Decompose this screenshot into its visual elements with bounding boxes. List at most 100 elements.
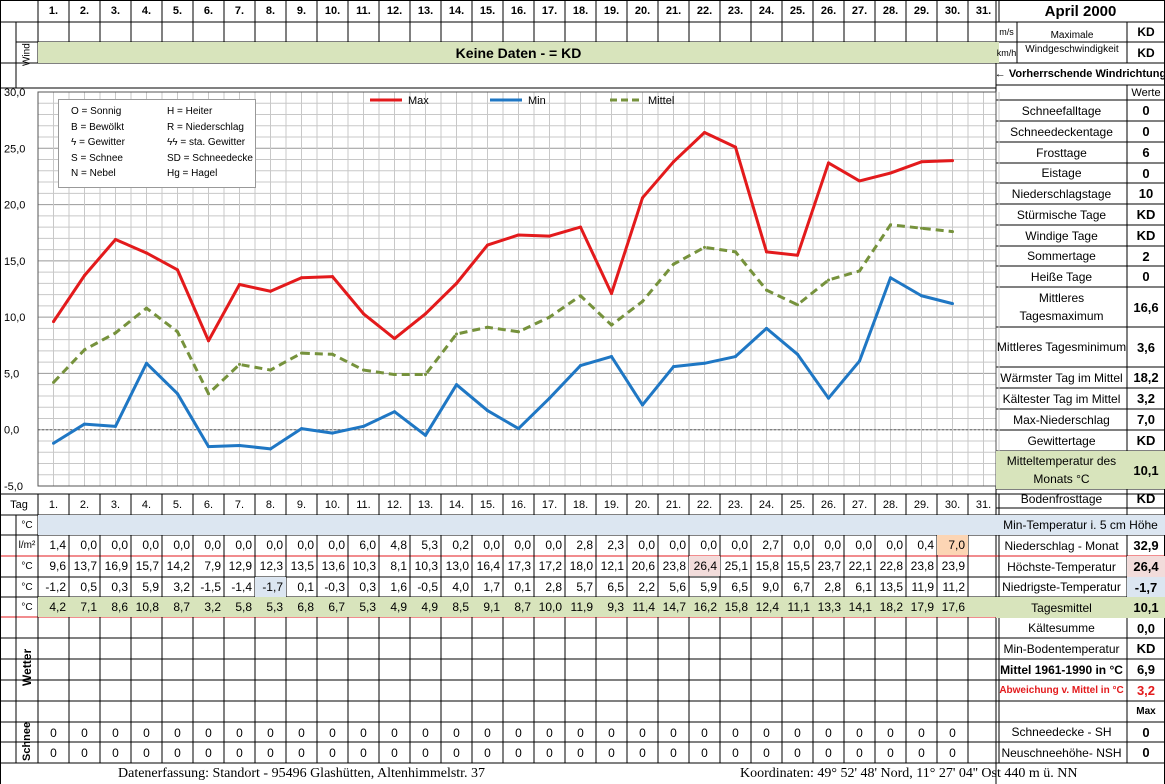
day-label: 27. xyxy=(851,498,868,511)
soil-temp-row-cell xyxy=(906,515,937,535)
data-point-max xyxy=(548,234,551,238)
snow-cell: 0 xyxy=(608,725,615,740)
data-point-max xyxy=(796,253,799,257)
day-label: 18. xyxy=(572,498,589,511)
data-point-max xyxy=(579,225,582,229)
day-label: 15. xyxy=(479,498,496,511)
day-label: 4. xyxy=(141,498,152,511)
stat-value: 0,0 xyxy=(1136,620,1156,636)
tag-label: Tag xyxy=(10,498,28,511)
y-tick-label: 15,0 xyxy=(4,256,25,268)
soil-temp-row-cell xyxy=(131,515,162,535)
data-point-min xyxy=(238,443,241,447)
soil-temp-row-cell xyxy=(503,515,534,535)
y-tick-label: 5,0 xyxy=(4,368,19,380)
stat-label: Tagesmittel xyxy=(996,597,1127,618)
day-label: 28. xyxy=(882,498,899,511)
data-point-mittel xyxy=(610,323,613,327)
stat-value: 0 xyxy=(1142,269,1150,284)
data-point-mittel xyxy=(858,269,861,273)
data-point-max xyxy=(734,145,737,149)
soil-temp-row-cell xyxy=(627,515,658,535)
max-temp-row-cell: 15,8 xyxy=(755,559,779,573)
data-point-min xyxy=(734,355,737,359)
stat-value: 10,1 xyxy=(1127,597,1165,618)
precipitation-row-cell: 0,0 xyxy=(700,538,717,552)
min-temp-row-cell: 3,2 xyxy=(173,580,190,594)
day-header: 5. xyxy=(172,5,183,17)
max-temp-row-cell: 12,3 xyxy=(259,559,283,573)
data-point-min xyxy=(424,433,427,437)
row-unit: l/m² xyxy=(18,539,36,551)
data-point-max xyxy=(920,160,923,164)
data-point-min xyxy=(765,326,768,330)
day-header: 26. xyxy=(820,5,837,17)
stat-label: Max-Niederschlag xyxy=(1013,412,1110,427)
precipitation-row-cell: 0,0 xyxy=(173,538,190,552)
precipitation-row-cell: 0,0 xyxy=(731,538,748,552)
day-label: 10. xyxy=(324,498,341,511)
precipitation-row-cell: 0,0 xyxy=(545,538,562,552)
stat-value: 2 xyxy=(1142,248,1150,264)
stat-value: KD xyxy=(1136,641,1156,656)
min-temp-row-cell: 6,5 xyxy=(731,580,748,594)
max-temp-row-cell: 14,2 xyxy=(166,559,190,573)
min-temp-row-cell: 2,2 xyxy=(638,580,655,594)
stat-label: Stürmische Tage xyxy=(1016,207,1107,222)
max-temp-row-cell: 10,3 xyxy=(414,559,438,573)
stat-label: Schneefalltage xyxy=(1021,103,1102,118)
data-point-max xyxy=(765,250,768,254)
stat-value: 0 xyxy=(1142,724,1150,740)
snow-cell: 0 xyxy=(236,745,243,760)
data-point-max xyxy=(858,179,861,183)
data-point-max xyxy=(393,337,396,341)
precipitation-row-cell: 0,0 xyxy=(824,538,841,552)
symbol-legend: O = Sonnig H = Heiter B = Bewölkt R = Niede… xyxy=(58,99,256,188)
day-header: 15. xyxy=(479,5,496,17)
y-tick-label: 20,0 xyxy=(4,200,25,212)
min-temp-row-cell: 0,3 xyxy=(111,580,128,594)
footer-coordinates: Koordinaten: 49° 52' 48' Nord, 11° 27' 0… xyxy=(740,766,1078,781)
data-point-max xyxy=(52,320,55,324)
max-temp-row-cell: 22,1 xyxy=(848,559,872,573)
min-temp-row-cell: 5,6 xyxy=(669,580,686,594)
snow-cell: 0 xyxy=(391,745,398,760)
snow-cell xyxy=(968,722,999,743)
day-label: 19. xyxy=(603,498,620,511)
data-point-min xyxy=(331,431,334,435)
data-point-mittel xyxy=(362,368,365,372)
series-line-mittel xyxy=(52,223,953,396)
min-temp-row-cell: 5,9 xyxy=(142,580,159,594)
data-point-max xyxy=(517,233,520,237)
stat-label: Höchste-Temperatur xyxy=(1007,559,1116,574)
stat-label: Kältester Tag im Mittel xyxy=(1002,391,1121,406)
day-header: 3. xyxy=(110,5,121,17)
min-temp-row-cell: -1,2 xyxy=(45,580,66,594)
stat-label: Windige Tage xyxy=(1025,228,1098,243)
stat-value: KD xyxy=(1136,207,1156,222)
data-point-min xyxy=(951,302,954,306)
min-temp-row-cell: 0,3 xyxy=(359,580,376,594)
data-point-min xyxy=(269,447,272,451)
snow-cell: 0 xyxy=(422,745,429,760)
mean-temp-row-cell: 11,9 xyxy=(565,597,596,617)
data-point-mittel xyxy=(920,226,923,230)
soil-temp-row-cell xyxy=(69,515,100,535)
legend-symbol-item: S = Schnee xyxy=(71,152,123,164)
soil-temp-row-cell xyxy=(379,515,410,535)
snow-cell: 0 xyxy=(236,725,243,740)
day-header: 23. xyxy=(727,5,744,17)
max-temp-row-cell: 26,4 xyxy=(689,556,720,576)
mean-temp-row-cell: 11,1 xyxy=(782,597,813,617)
stat-label: Mitteltemperatur des Monats °C xyxy=(996,451,1127,489)
stat-label: Frosttage xyxy=(1036,145,1087,160)
y-tick-label: 0,0 xyxy=(4,425,19,437)
min-temp-row-cell: 1,7 xyxy=(483,580,500,594)
day-label: 30. xyxy=(944,498,961,511)
min-temp-row-cell: -1,5 xyxy=(200,580,221,594)
day-header: 17. xyxy=(541,5,558,17)
data-point-min xyxy=(796,352,799,356)
precipitation-row-cell: 0,0 xyxy=(886,538,903,552)
min-temp-row-cell: -0,5 xyxy=(417,580,438,594)
data-point-min xyxy=(672,365,675,369)
